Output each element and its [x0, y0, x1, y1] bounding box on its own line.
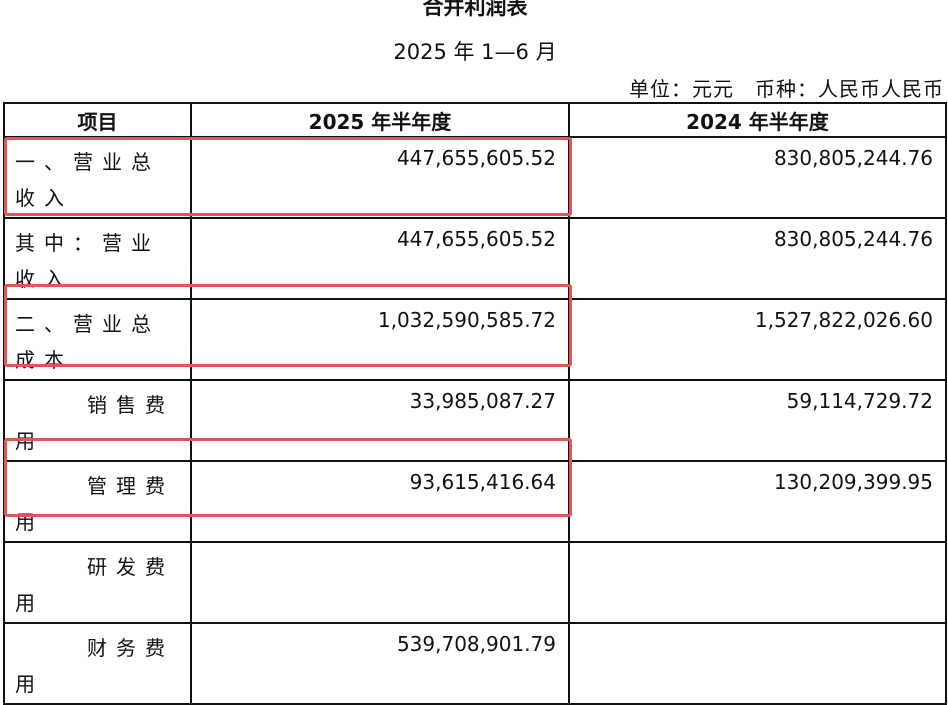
table-row: 一、营业总收入 447,655,605.52 830,805,244.76	[3, 136, 947, 219]
value-2025: 33,985,087.27	[190, 379, 570, 462]
report-title: 合并利润表	[422, 0, 528, 19]
row-label: 管理费用	[3, 460, 192, 543]
value-2024	[568, 541, 947, 624]
header-2025: 2025 年半年度	[190, 102, 570, 138]
highlight-box-total-cost	[4, 284, 572, 367]
row-label: 销售费用	[3, 379, 192, 462]
highlight-box-total-revenue	[4, 137, 572, 216]
value-2025: 93,615,416.64	[190, 460, 570, 543]
row-label: 研发费用	[3, 541, 192, 624]
value-2024: 1,527,822,026.60	[568, 298, 947, 381]
value-2024	[568, 622, 947, 705]
income-statement-table: 项目 2025 年半年度 2024 年半年度 一、营业总收入 447,655,6…	[3, 102, 947, 705]
highlight-box-admin-expense	[4, 438, 572, 517]
table-header: 项目 2025 年半年度 2024 年半年度	[3, 102, 947, 138]
value-2025: 539,708,901.79	[190, 622, 570, 705]
table-row: 管理费用 93,615,416.64 130,209,399.95	[3, 460, 947, 543]
report-period: 2025 年 1—6 月	[393, 40, 557, 64]
table-row: 研发费用	[3, 541, 947, 624]
table-row: 财务费用 539,708,901.79	[3, 622, 947, 705]
table-row: 二、营业总成本 1,032,590,585.72 1,527,822,026.6…	[3, 298, 947, 381]
value-2024: 130,209,399.95	[568, 460, 947, 543]
unit-currency-note: 单位：元元 币种：人民币人民币	[629, 77, 944, 101]
table-row: 销售费用 33,985,087.27 59,114,729.72	[3, 379, 947, 462]
row-label: 财务费用	[3, 622, 192, 705]
row-label: 二、营业总成本	[3, 298, 192, 381]
value-2024: 59,114,729.72	[568, 379, 947, 462]
row-label: 一、营业总收入	[3, 136, 192, 219]
value-2024: 830,805,244.76	[568, 136, 947, 219]
header-2024: 2024 年半年度	[568, 102, 947, 138]
header-item: 项目	[3, 102, 192, 138]
value-2024: 830,805,244.76	[568, 217, 947, 300]
value-2025	[190, 541, 570, 624]
value-2025: 1,032,590,585.72	[190, 298, 570, 381]
